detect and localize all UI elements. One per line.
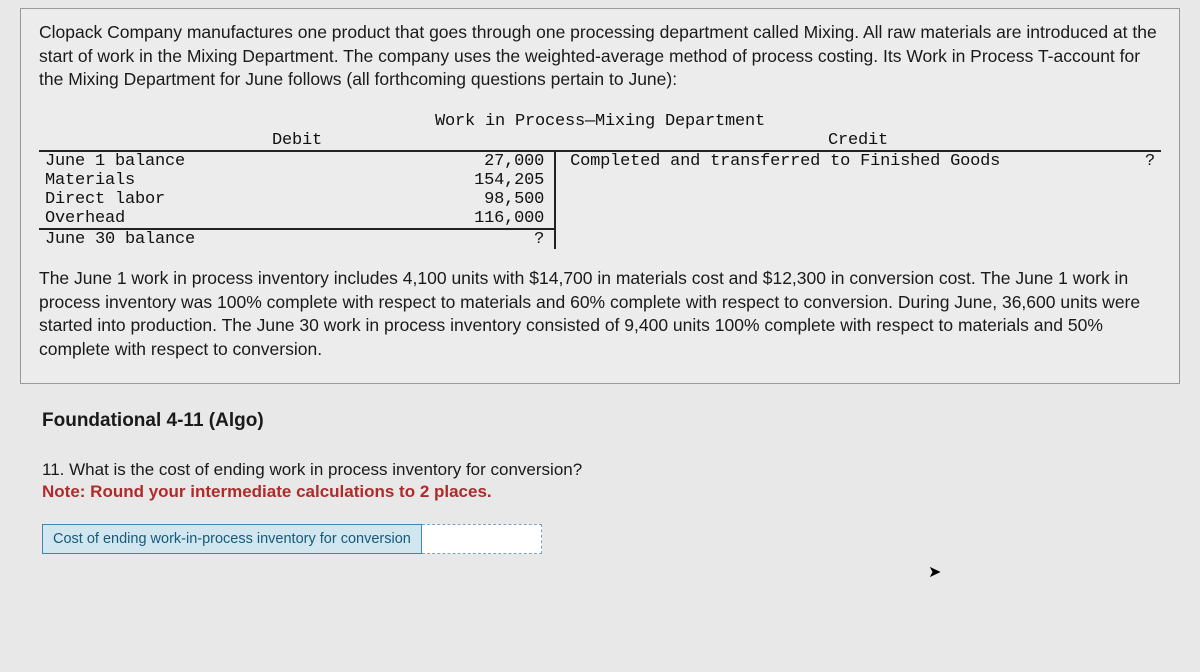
- credit-header: Credit: [555, 131, 1161, 151]
- question-line: 11. What is the cost of ending work in p…: [42, 460, 1158, 480]
- debit-row-label: Materials: [39, 171, 353, 190]
- question-number: 11.: [42, 460, 64, 479]
- debit-header: Debit: [39, 131, 555, 151]
- question-block: 11. What is the cost of ending work in p…: [42, 460, 1158, 554]
- question-text: What is the cost of ending work in proce…: [69, 460, 582, 479]
- debit-row-amount: 116,000: [353, 209, 555, 229]
- credit-row-label: Completed and transferred to Finished Go…: [555, 151, 1071, 171]
- t-account: Work in Process—Mixing Department Debit …: [39, 112, 1161, 249]
- debit-row-label: June 1 balance: [39, 151, 353, 171]
- intro-paragraph: Clopack Company manufactures one product…: [39, 21, 1161, 92]
- problem-text-box: Clopack Company manufactures one product…: [20, 8, 1180, 384]
- t-account-title: Work in Process—Mixing Department: [39, 112, 1161, 131]
- cursor-icon: ➤: [928, 562, 941, 582]
- debit-row-label: Overhead: [39, 209, 353, 229]
- debit-row-amount: 98,500: [353, 190, 555, 209]
- answer-label: Cost of ending work-in-process inventory…: [42, 524, 422, 554]
- debit-row-label: Direct labor: [39, 190, 353, 209]
- note-line: Note: Round your intermediate calculatio…: [42, 482, 1158, 502]
- balance-row-amount: ?: [353, 229, 555, 249]
- answer-row: Cost of ending work-in-process inventory…: [42, 524, 1158, 554]
- balance-row-label: June 30 balance: [39, 229, 353, 249]
- details-paragraph: The June 1 work in process inventory inc…: [39, 267, 1161, 362]
- credit-row-amount: ?: [1071, 151, 1161, 171]
- debit-row-amount: 27,000: [353, 151, 555, 171]
- answer-input[interactable]: [422, 524, 542, 554]
- debit-row-amount: 154,205: [353, 171, 555, 190]
- section-title: Foundational 4-11 (Algo): [42, 410, 1200, 432]
